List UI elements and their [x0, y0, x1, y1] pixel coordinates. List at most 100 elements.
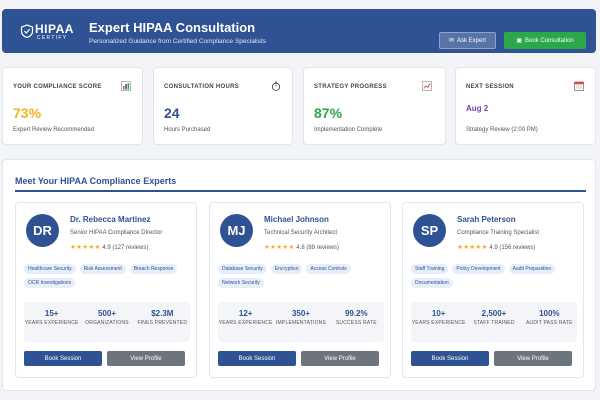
specialty-tags: Staff Training Policy Development Audit …	[411, 264, 579, 288]
metric-value: 10+	[431, 309, 446, 318]
stat-title: CONSULTATION HOURS	[164, 84, 240, 90]
expert-name[interactable]: Sarah Peterson	[457, 215, 516, 224]
view-profile-button[interactable]: View Profile	[494, 351, 572, 366]
metric-label: IMPLEMENTATIONS	[275, 320, 327, 326]
compliance-score-value: 73%	[13, 105, 42, 121]
specialty-tag: OCR Investigations	[24, 278, 76, 288]
stat-caption: Implementation Complete	[314, 127, 383, 133]
calendar-icon	[574, 81, 584, 91]
specialty-tag: Risk Assessment	[79, 264, 126, 274]
metric: 12+ YEARS EXPERIENCE	[218, 302, 273, 342]
expert-rating: ★★★★★ 4.8 (89 reviews)	[264, 243, 339, 251]
metric-label: YEARS EXPERIENCE	[411, 320, 466, 326]
metric: 15+ YEARS EXPERIENCE	[24, 302, 79, 342]
logo-subtext: CERTIFY	[37, 35, 68, 41]
specialty-tag: Policy Development	[452, 264, 505, 274]
chat-icon: ✉	[448, 38, 454, 44]
consultation-hours-value: 24	[164, 105, 180, 121]
metric-label: YEARS EXPERIENCE	[218, 320, 273, 326]
metric: 2,500+ STAFF TRAINED	[467, 302, 522, 342]
specialty-tag: Network Security	[218, 278, 264, 288]
metric-value: 2,500+	[481, 309, 507, 318]
specialty-tag: Database Security	[218, 264, 267, 274]
metric-value: $2.3M	[151, 309, 174, 318]
expert-rating: ★★★★★ 4.9 (156 reviews)	[457, 243, 535, 251]
metric-value: 350+	[291, 309, 310, 318]
expert-role: Compliance Training Specialist	[457, 230, 540, 236]
metric-label: ORGANIZATIONS	[85, 320, 129, 326]
expert-metrics: 12+ YEARS EXPERIENCE 350+ IMPLEMENTATION…	[218, 302, 384, 342]
metric: 350+ IMPLEMENTATIONS	[274, 302, 329, 342]
metric: 99.2% SUCCESS RATE	[329, 302, 384, 342]
logo-text: HIPAA	[35, 22, 74, 36]
metric-label: STAFF TRAINED	[473, 320, 515, 326]
view-profile-button[interactable]: View Profile	[107, 351, 185, 366]
page-subtitle: Personalized Guidance from Certified Com…	[89, 38, 267, 45]
hipaa-certify-logo[interactable]: HIPAA CERTIFY	[20, 20, 74, 42]
avatar: MJ	[220, 214, 253, 247]
specialty-tag: Staff Training	[411, 264, 449, 274]
expert-name[interactable]: Michael Johnson	[264, 215, 329, 224]
stat-caption: Hours Purchased	[164, 127, 211, 133]
avatar: DR	[26, 214, 59, 247]
star-rating-icon: ★★★★★	[264, 244, 295, 251]
metric-value: 15+	[44, 309, 59, 318]
specialty-tag: Encryption	[270, 264, 303, 274]
next-session-date: Aug 2	[466, 104, 489, 113]
expert-rating: ★★★★★ 4.9 (127 reviews)	[70, 243, 148, 251]
rating-text: 4.8 (89 reviews)	[296, 245, 339, 251]
metric: $2.3M FINES PREVENTED	[135, 302, 190, 342]
section-divider	[15, 190, 586, 192]
trend-chart-icon	[422, 81, 432, 91]
avatar: SP	[413, 214, 446, 247]
ask-expert-label: Ask Expert	[457, 37, 487, 44]
stat-title: YOUR COMPLIANCE SCORE	[13, 84, 102, 90]
metric: 100% AUDIT PASS RATE	[522, 302, 577, 342]
metric-label: AUDIT PASS RATE	[526, 320, 573, 326]
expert-metrics: 15+ YEARS EXPERIENCE 500+ ORGANIZATIONS …	[24, 302, 190, 342]
book-session-button[interactable]: Book Session	[411, 351, 489, 366]
page-header: HIPAA CERTIFY Expert HIPAA Consultation …	[2, 9, 596, 53]
metric-value: 99.2%	[344, 309, 368, 318]
specialty-tag: Documentation	[411, 278, 453, 288]
stat-card-compliance-score: YOUR COMPLIANCE SCORE 73% Expert Review …	[2, 67, 143, 145]
specialty-tag: Access Controls	[306, 264, 351, 274]
rating-text: 4.9 (127 reviews)	[102, 245, 149, 251]
section-title: Meet Your HIPAA Compliance Experts	[15, 176, 177, 186]
expert-role: Senior HIPAA Compliance Director	[70, 230, 163, 236]
metric-label: SUCCESS RATE	[335, 320, 377, 326]
expert-card-michael-johnson: MJ Michael Johnson Technical Security Ar…	[209, 202, 391, 378]
stat-title: NEXT SESSION	[466, 84, 514, 90]
specialty-tags: Healthcare Security Risk Assessment Brea…	[24, 264, 192, 288]
bar-chart-icon	[121, 81, 131, 91]
book-consultation-button[interactable]: ▣ Book Consultation	[504, 32, 586, 49]
metric: 500+ ORGANIZATIONS	[80, 302, 135, 342]
stat-card-consultation-hours: CONSULTATION HOURS 24 Hours Purchased	[153, 67, 293, 145]
star-rating-icon: ★★★★★	[70, 244, 101, 251]
book-session-button[interactable]: Book Session	[218, 351, 296, 366]
stat-card-strategy-progress: STRATEGY PROGRESS 87% Implementation Com…	[303, 67, 446, 145]
expert-role: Technical Security Architect	[264, 230, 338, 236]
specialty-tag: Breach Response	[129, 264, 178, 274]
expert-name[interactable]: Dr. Rebecca Martinez	[70, 215, 151, 224]
book-consultation-label: Book Consultation	[524, 37, 574, 44]
stat-caption: Expert Review Recommended	[13, 127, 95, 133]
page-title: Expert HIPAA Consultation	[89, 20, 256, 35]
stat-title: STRATEGY PROGRESS	[314, 84, 387, 90]
stat-card-next-session: NEXT SESSION Aug 2 Strategy Review (2:00…	[455, 67, 596, 145]
stopwatch-icon	[272, 81, 280, 91]
metric: 10+ YEARS EXPERIENCE	[411, 302, 466, 342]
specialty-tags: Database Security Encryption Access Cont…	[218, 264, 386, 288]
metric-label: FINES PREVENTED	[137, 320, 188, 326]
view-profile-button[interactable]: View Profile	[301, 351, 379, 366]
book-session-button[interactable]: Book Session	[24, 351, 102, 366]
specialty-tag: Healthcare Security	[24, 264, 76, 274]
expert-metrics: 10+ YEARS EXPERIENCE 2,500+ STAFF TRAINE…	[411, 302, 577, 342]
metric-value: 12+	[238, 309, 253, 318]
expert-card-rebecca-martinez: DR Dr. Rebecca Martinez Senior HIPAA Com…	[15, 202, 197, 378]
ask-expert-button[interactable]: ✉ Ask Expert	[439, 32, 496, 49]
specialty-tag: Audit Preparation	[508, 264, 556, 274]
shield-logo-icon	[20, 24, 34, 38]
expert-card-sarah-peterson: SP Sarah Peterson Compliance Training Sp…	[402, 202, 584, 378]
star-rating-icon: ★★★★★	[457, 244, 488, 251]
